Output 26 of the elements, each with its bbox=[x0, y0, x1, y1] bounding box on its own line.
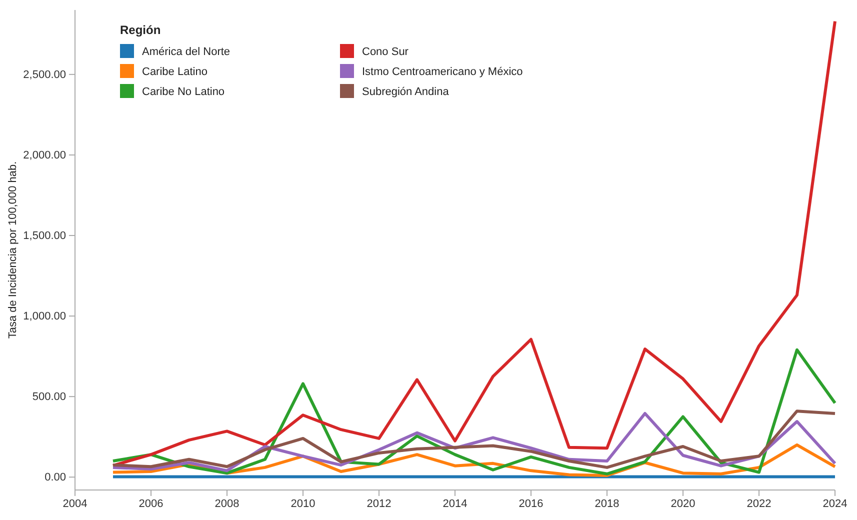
x-tick-label: 2010 bbox=[290, 498, 316, 510]
line-series bbox=[112, 20, 836, 468]
y-tick-label: 2,500.00 bbox=[23, 68, 66, 81]
x-tick-label: 2006 bbox=[138, 498, 164, 510]
x-tick-label: 2008 bbox=[214, 498, 240, 510]
x-tick-label: 2016 bbox=[518, 498, 544, 510]
y-tick-label: 0.00 bbox=[44, 472, 66, 484]
x-tick-label: 2004 bbox=[62, 498, 88, 510]
legend-label: Cono Sur bbox=[362, 46, 409, 58]
legend-label: Subregión Andina bbox=[362, 86, 450, 98]
legend-title: Región bbox=[120, 23, 161, 37]
y-tick-label: 1,000.00 bbox=[23, 310, 66, 323]
legend-label: América del Norte bbox=[142, 46, 230, 58]
x-tick-label: 2014 bbox=[442, 498, 468, 510]
x-tick-label: 2018 bbox=[594, 498, 620, 510]
y-tick-label: 1,500.00 bbox=[23, 230, 66, 242]
y-tick-label: 500.00 bbox=[32, 391, 66, 404]
x-tick-label: 2022 bbox=[746, 498, 772, 510]
x-tick-label: 2024 bbox=[822, 498, 848, 510]
x-tick-label: 2012 bbox=[366, 498, 392, 510]
x-tick-label: 2020 bbox=[670, 498, 696, 510]
y-tick-label: 2,000.00 bbox=[23, 149, 66, 162]
legend-label: Istmo Centroamericano y México bbox=[362, 66, 523, 78]
legend-label: Caribe Latino bbox=[142, 66, 208, 78]
legend-label: Caribe No Latino bbox=[142, 86, 225, 98]
y-axis-title: Tasa de Incidencia por 100,000 hab. bbox=[7, 161, 19, 339]
